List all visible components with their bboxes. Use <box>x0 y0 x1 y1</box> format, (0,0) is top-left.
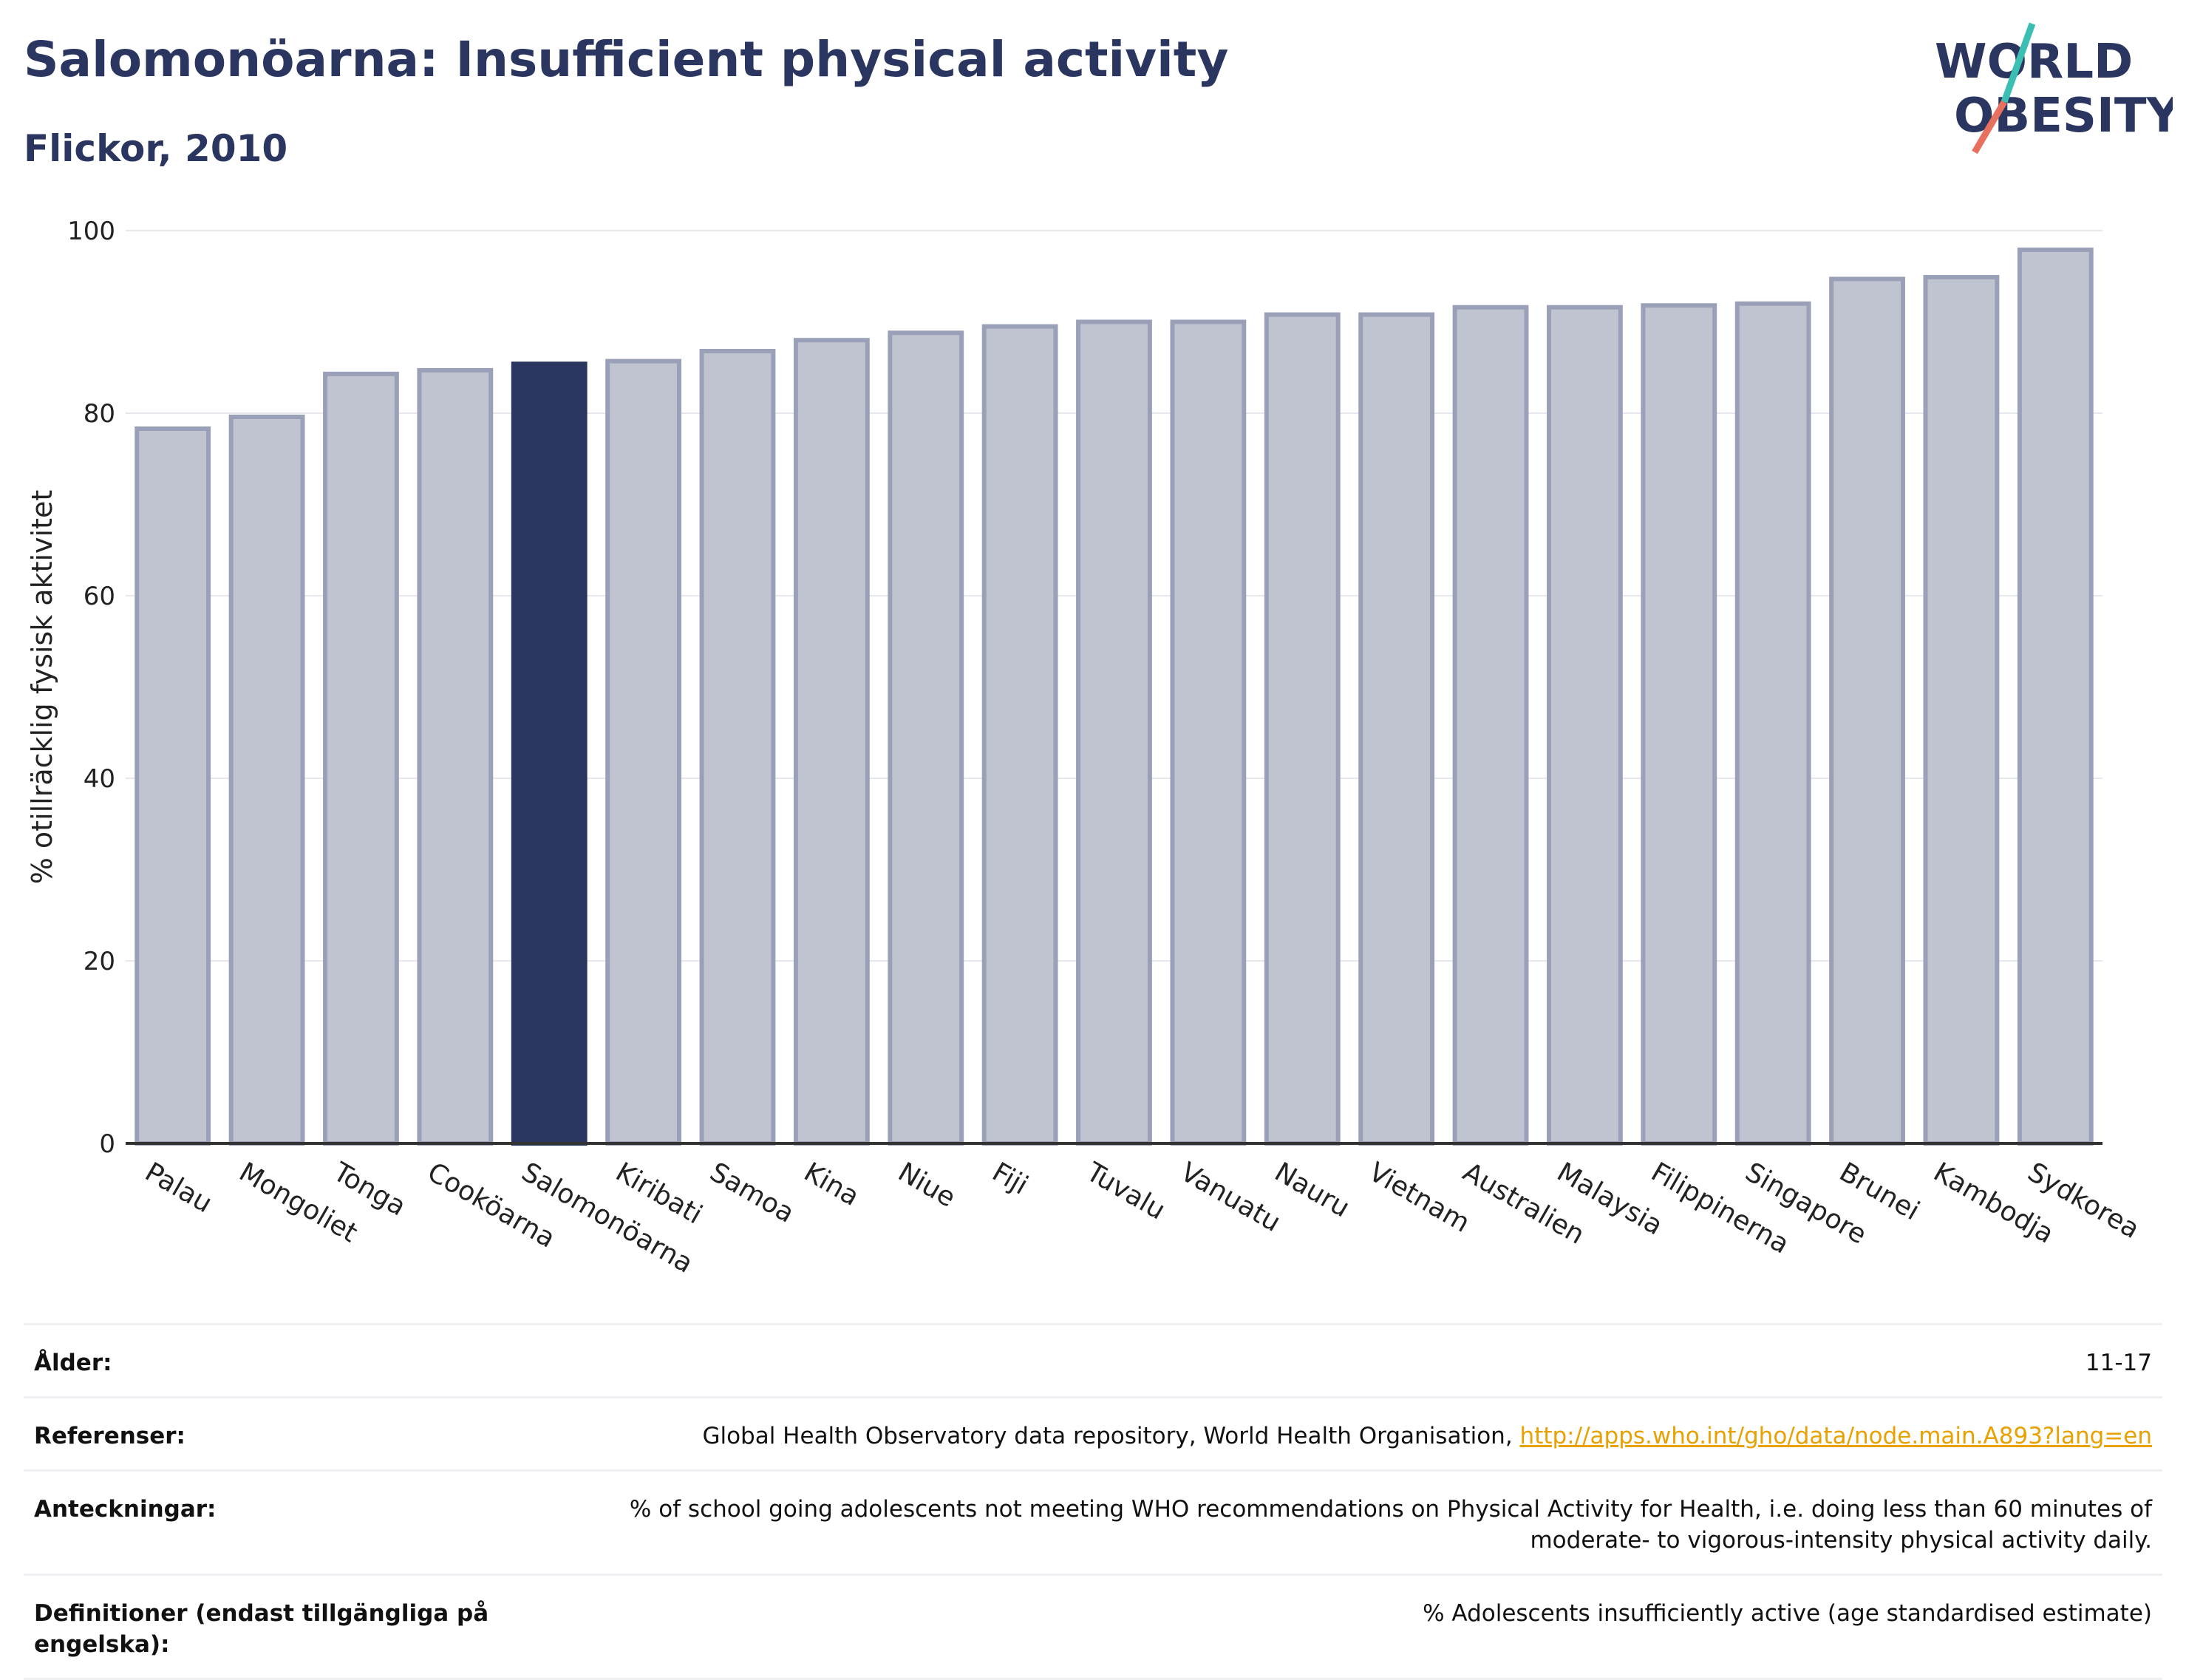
y-tick-label: 80 <box>84 399 115 429</box>
notes-value: % of school going adolescents not meetin… <box>629 1496 2152 1554</box>
bar <box>888 330 964 1146</box>
logo-slash-coral <box>1972 100 2007 154</box>
page-title: Salomonöarna: Insufficient physical acti… <box>24 31 1229 88</box>
bar <box>135 426 211 1146</box>
x-tick-label: Palau <box>140 1157 217 1219</box>
bar <box>1734 301 1811 1146</box>
x-tick-label: Kina <box>799 1157 864 1212</box>
meta-row-references: Referenser: Global Health Observatory da… <box>24 1396 2162 1469</box>
bar <box>1641 303 1717 1146</box>
notes-label: Anteckningar: <box>34 1496 217 1523</box>
y-tick-label: 60 <box>84 582 115 611</box>
meta-row-age: Ålder: 11-17 <box>24 1323 2162 1396</box>
references-value: Global Health Observatory data repositor… <box>702 1421 2152 1452</box>
bar <box>1547 305 1623 1146</box>
meta-row-notes: Anteckningar: % of school going adolesce… <box>24 1469 2162 1574</box>
x-tick-label: Niue <box>893 1157 960 1213</box>
y-tick-label: 100 <box>67 217 115 246</box>
bar <box>1170 319 1247 1146</box>
bar <box>1923 274 2000 1146</box>
metadata-table: Ålder: 11-17 Referenser: Global Health O… <box>24 1323 2162 1680</box>
bar <box>699 349 776 1146</box>
bar <box>417 367 494 1146</box>
world-obesity-logo: WORLD OBESITY <box>1935 22 2173 154</box>
bar <box>511 361 588 1146</box>
bar <box>1264 312 1341 1146</box>
y-axis-label: % otillräcklig fysisk aktivitet <box>26 490 58 885</box>
x-tick-label: Tuvalu <box>1080 1157 1170 1226</box>
y-tick-label: 40 <box>84 764 115 794</box>
age-value: 11-17 <box>2085 1350 2152 1376</box>
bar <box>2017 247 2094 1146</box>
references-label: Referenser: <box>34 1423 185 1449</box>
bar <box>323 371 399 1146</box>
bar <box>1076 319 1152 1146</box>
references-link[interactable]: http://apps.who.int/gho/data/node.main.A… <box>1519 1423 2152 1449</box>
bar <box>793 338 870 1146</box>
logo-line-1: WORLD <box>1935 35 2133 89</box>
bar <box>1452 305 1529 1146</box>
bar <box>981 324 1058 1146</box>
meta-row-definitions: Definitioner (endast tillgängliga på eng… <box>24 1574 2162 1680</box>
x-tick-label: Fiji <box>987 1157 1033 1201</box>
logo-slash-teal <box>2001 22 2036 103</box>
bar <box>1829 276 1905 1146</box>
x-tick-label: Samoa <box>704 1157 799 1229</box>
bar <box>1358 312 1435 1146</box>
bar-chart: 0 20 40 60 80 100 % otillräcklig fysisk aktivi… <box>26 217 2145 1279</box>
bar <box>605 358 682 1146</box>
definitions-label: Definitioner (endast tillgängliga på eng… <box>34 1600 489 1658</box>
y-tick-label: 0 <box>99 1129 115 1159</box>
age-label: Ålder: <box>34 1350 112 1376</box>
x-tick-label: Vietnam <box>1363 1157 1474 1239</box>
logo-line-2: OBESITY <box>1954 89 2173 143</box>
page-subtitle: Flickor, 2010 <box>24 127 288 170</box>
y-tick-label: 20 <box>84 947 115 976</box>
x-tick-label: Vanuatu <box>1175 1157 1285 1238</box>
bar <box>228 414 305 1146</box>
definitions-value: % Adolescents insufficiently active (age… <box>1423 1600 2152 1627</box>
references-text: Global Health Observatory data repositor… <box>702 1423 1520 1449</box>
